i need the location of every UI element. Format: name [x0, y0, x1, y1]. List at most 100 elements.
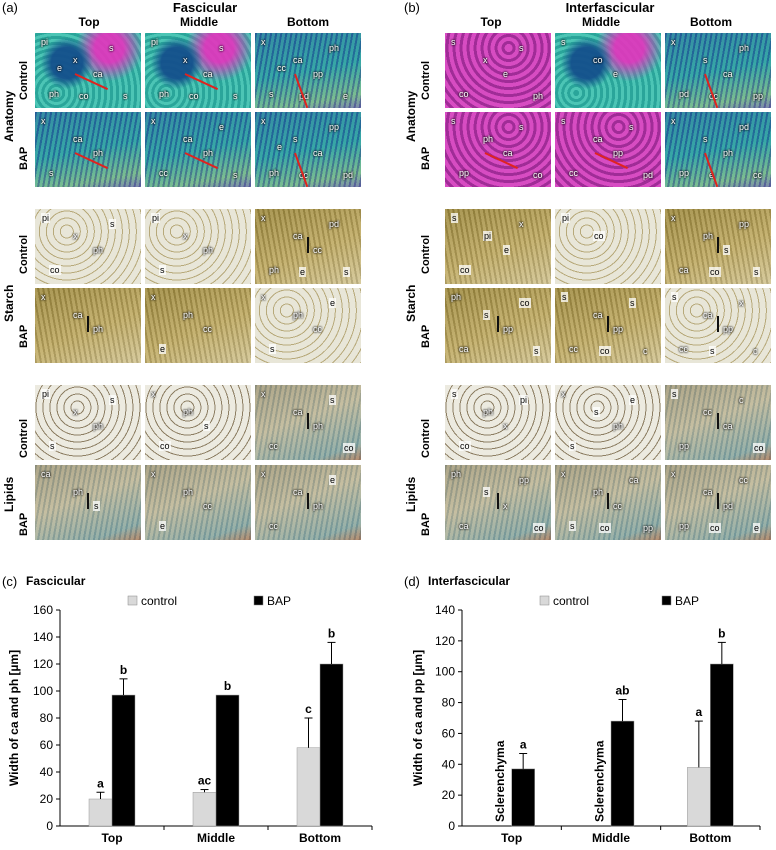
micrograph-b-anat-ctrl-mid: s co e: [554, 32, 662, 109]
y-tick-label: 0: [46, 819, 53, 833]
micrograph-b-lip-ctrl-bot: s cc ca pp c co: [664, 384, 772, 461]
tissue-label: ph: [533, 91, 544, 101]
tissue-label: e: [629, 395, 637, 405]
bracket-marker: [717, 237, 719, 253]
tissue-label: ph: [613, 421, 624, 431]
tissue-label: c: [753, 346, 758, 356]
micrograph-b-starch-ctrl-mid: pi co: [554, 208, 662, 285]
tissue-label: e: [329, 298, 337, 308]
section-anatomy-a: Anatomy: [2, 90, 16, 142]
tissue-label: ph: [313, 501, 324, 511]
tissue-label: pd: [679, 89, 690, 99]
panel-a-col-top: Top: [78, 15, 100, 29]
tissue-label: pd: [739, 122, 750, 132]
bracket-marker: [307, 413, 309, 429]
micrograph-b-anat-ctrl-bot: xscapdphppcc: [664, 32, 772, 109]
y-tick-label: 100: [435, 665, 455, 679]
tissue-label: s: [483, 310, 490, 320]
tissue-label: s: [269, 344, 276, 354]
tissue-label: s: [293, 134, 298, 144]
tissue-label: e: [299, 267, 307, 277]
tissue-label: pp: [313, 69, 324, 79]
tissue-label: x: [561, 389, 566, 399]
tissue-label: s: [159, 265, 166, 275]
bracket-marker: [497, 493, 499, 509]
tissue-label: ca: [203, 69, 213, 79]
tissue-label: e: [159, 344, 167, 354]
micrograph-b-anat-ctrl-top: s x e co s ph: [444, 32, 552, 109]
tissue-label: cc: [203, 501, 212, 511]
y-tick-label: 140: [33, 630, 53, 644]
tissue-label: ca: [73, 310, 83, 320]
micrograph-b-lip-bap-top: ph s x ca pp co: [444, 464, 552, 541]
micrograph-b-lip-bap-mid: x ph cc s ca pp co: [554, 464, 662, 541]
tissue-label: s: [561, 37, 566, 47]
tissue-label: pi: [561, 213, 571, 223]
tissue-label: ca: [73, 134, 83, 144]
legend-label: control: [141, 594, 177, 608]
tissue-label: pp: [723, 324, 734, 334]
tissue-label: s: [451, 116, 456, 126]
tissue-label: x: [671, 37, 676, 47]
micrograph-a-starch-ctrl-top: pi x ph co s: [34, 208, 142, 285]
tissue-label: e: [57, 63, 63, 73]
tissue-label: x: [503, 421, 508, 431]
micrograph-a-anat-ctrl-top: pi x ca ph s s co e: [34, 32, 142, 109]
tissue-label: co: [159, 441, 171, 451]
tissue-label: x: [151, 292, 156, 302]
bracket-marker: [307, 237, 309, 253]
tissue-label: co: [49, 265, 61, 275]
tissue-label: co: [593, 231, 605, 241]
tissue-label: c: [739, 395, 744, 405]
tissue-label: s: [451, 213, 458, 223]
tissue-label: s: [753, 267, 760, 277]
tissue-label: x: [183, 55, 188, 65]
tissue-label: ph: [703, 231, 714, 241]
tissue-label: ca: [183, 134, 193, 144]
micrograph-b-anat-bap-top: s ph ca pp s co: [444, 111, 552, 188]
tissue-label: x: [671, 213, 676, 223]
tissue-label: s: [519, 43, 524, 53]
y-axis-label: Width of ca and pp [µm]: [411, 650, 425, 786]
tissue-label: e: [343, 91, 349, 101]
y-tick-label: 40: [442, 757, 456, 771]
tissue-label: cc: [679, 344, 688, 354]
tissue-label: pi: [41, 213, 51, 223]
tissue-label: co: [709, 523, 721, 533]
tissue-label: x: [73, 407, 78, 417]
tissue-label: pp: [679, 441, 690, 451]
legend-swatch: [127, 595, 138, 606]
tissue-label: ph: [739, 43, 750, 53]
tissue-label: s: [49, 168, 54, 178]
y-tick-label: 160: [33, 603, 53, 617]
tissue-label: s: [49, 441, 56, 451]
y-axis-label: Width of ca and ph [µm]: [7, 650, 21, 786]
bar-bap: [319, 663, 344, 827]
tissue-label: cc: [269, 521, 278, 531]
panel-d-letter: (d): [404, 574, 420, 589]
tissue-label: co: [79, 91, 89, 101]
x-tick-label: Top: [101, 831, 122, 845]
bracket-marker: [87, 316, 89, 332]
measurement-line: [484, 152, 519, 170]
tissue-label: ca: [459, 521, 469, 531]
tissue-label: ph: [93, 245, 104, 255]
chart-c: 0 20 40 60 80 100 120 140 160 Width of ca and ph …: [7, 594, 373, 845]
section-starch-a: Starch: [2, 284, 16, 322]
tissue-label: s: [703, 55, 708, 65]
tissue-label: ca: [629, 475, 639, 485]
tissue-label: x: [151, 389, 156, 399]
tissue-label: x: [73, 231, 78, 241]
bar-annotation: Sclerenchyma: [493, 740, 507, 822]
tissue-label: s: [269, 89, 274, 99]
tissue-label: ph: [593, 487, 604, 497]
tissue-label: pp: [459, 168, 470, 178]
bar-bap: [511, 768, 535, 827]
y-tick-label: 80: [40, 711, 54, 725]
section-lipids-b: Lipids: [404, 476, 418, 512]
micrograph-a-starch-bap-mid: x ph cc e: [144, 287, 252, 364]
tissue-label: x: [519, 219, 524, 229]
tissue-label: ph: [451, 292, 462, 302]
tissue-label: s: [219, 43, 224, 53]
tissue-label: s: [709, 346, 716, 356]
